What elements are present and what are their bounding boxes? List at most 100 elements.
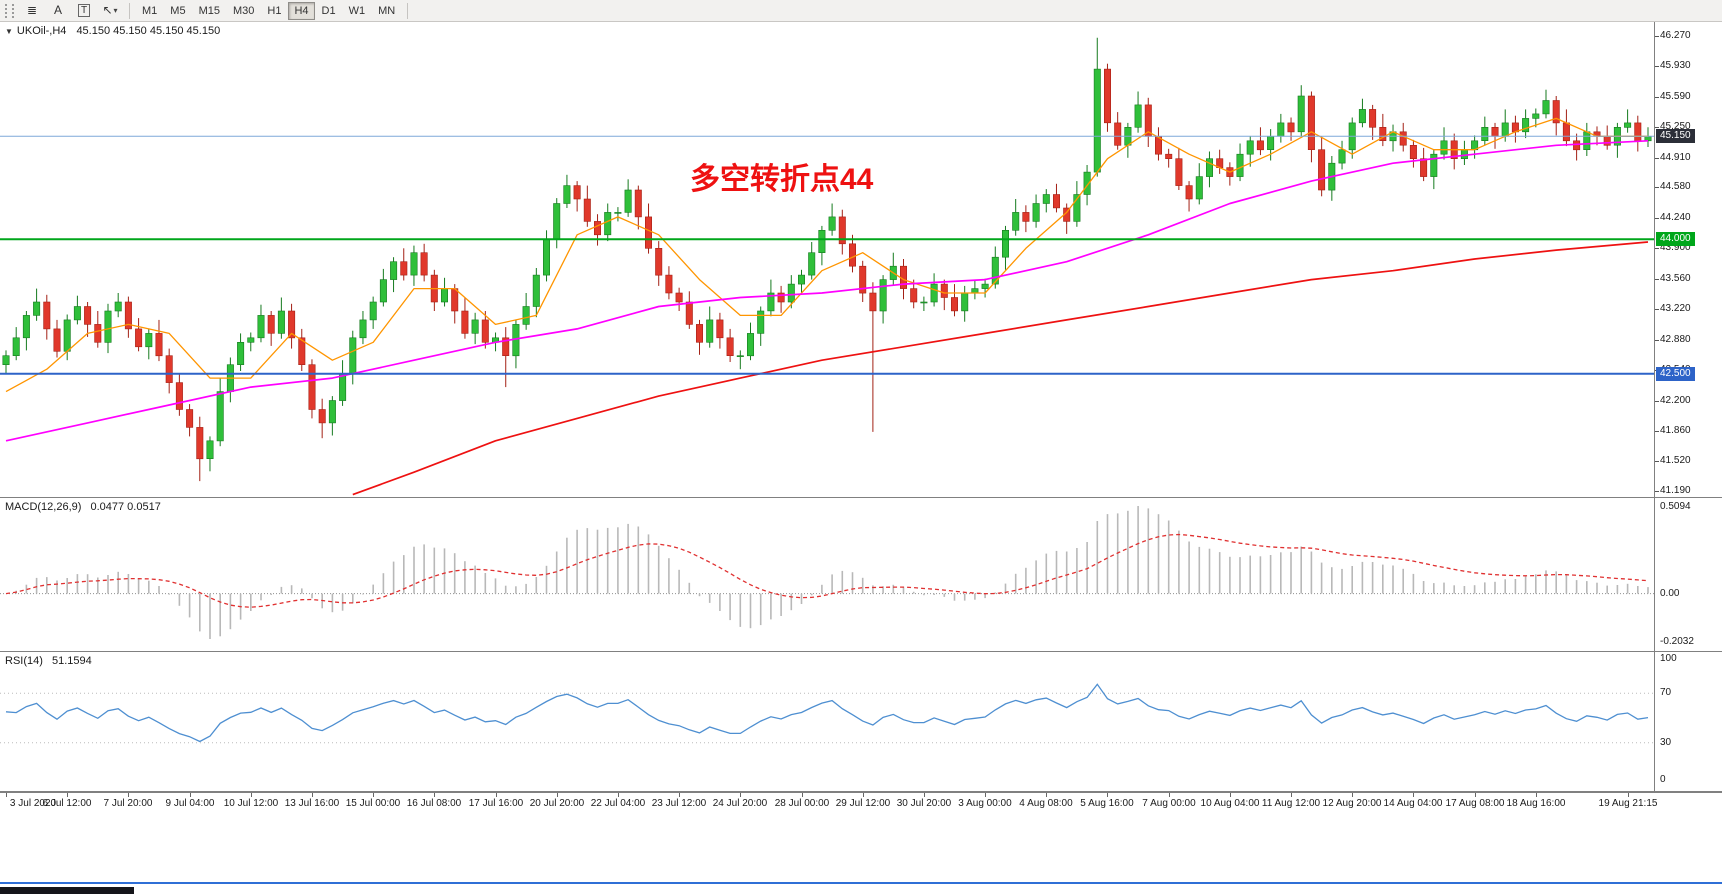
timeframes-group: M1 M5 M15 M30 H1 H4 D1 W1 MN xyxy=(136,1,401,20)
time-axis-label: 9 Jul 04:00 xyxy=(165,798,215,809)
time-axis-tick xyxy=(802,793,803,797)
macd-axis-label: 0.5094 xyxy=(1660,501,1691,512)
ohlc-values: 45.150 45.150 45.150 45.150 xyxy=(76,25,221,37)
chevron-down-icon: ▾ xyxy=(113,6,118,15)
time-axis-tick xyxy=(434,793,435,797)
price-axis-label: 45.590 xyxy=(1660,91,1691,102)
price-axis-tick xyxy=(1655,97,1659,98)
price-axis-label: 43.560 xyxy=(1660,273,1691,284)
price-axis-tick xyxy=(1655,461,1659,462)
time-axis-tick xyxy=(1475,793,1476,797)
moving-averages-layer xyxy=(5,117,1649,496)
price-axis-label: 44.580 xyxy=(1660,181,1691,192)
time-axis-label: 12 Aug 20:00 xyxy=(1322,798,1382,809)
rsi-line xyxy=(5,683,1649,743)
time-axis-label: 18 Aug 16:00 xyxy=(1506,798,1566,809)
text-label-icon[interactable]: T xyxy=(71,1,97,21)
macd-label: MACD(12,26,9) 0.0477 0.0517 xyxy=(5,501,161,513)
rsi-value: 51.1594 xyxy=(51,655,92,667)
symbol-dropdown-icon[interactable]: ▼ xyxy=(5,26,13,36)
price-axis-tick xyxy=(1655,340,1659,341)
rsi-axis-label: 0 xyxy=(1660,774,1666,785)
time-axis-tick xyxy=(1352,793,1353,797)
time-axis-label: 17 Aug 08:00 xyxy=(1445,798,1505,809)
time-axis-tick xyxy=(618,793,619,797)
ma-fast xyxy=(5,117,1648,393)
price-tag: 42.500 xyxy=(1656,367,1695,381)
symbol-label[interactable]: ▼ UKOil-,H4 45.150 45.150 45.150 45.150 xyxy=(5,25,220,37)
price-axis-tick xyxy=(1655,248,1659,249)
rsi-axis-label: 30 xyxy=(1660,737,1672,748)
window-edge-line xyxy=(0,882,1722,884)
time-axis-label: 23 Jul 12:00 xyxy=(651,798,707,809)
price-axis-label: 43.900 xyxy=(1660,242,1691,253)
time-axis-label: 15 Jul 00:00 xyxy=(345,798,401,809)
time-axis-tick xyxy=(251,793,252,797)
main-chart-panel: ▼ UKOil-,H4 45.150 45.150 45.150 45.150 … xyxy=(0,22,1722,498)
horizontal-lines-layer xyxy=(0,135,1654,375)
price-axis[interactable]: 46.270 45.930 45.590 45.250 44.910 44.580 44.2… xyxy=(1654,22,1722,497)
time-axis-tick xyxy=(679,793,680,797)
time-axis-tick xyxy=(985,793,986,797)
price-axis-tick xyxy=(1655,309,1659,310)
candlestick-plot[interactable] xyxy=(0,22,1654,497)
time-axis[interactable]: 3 Jul 2020 6 Jul 12:00 7 Jul 20:00 9 Jul 04… xyxy=(0,792,1722,814)
candles-layer xyxy=(2,37,1652,482)
time-axis-tick xyxy=(1107,793,1108,797)
cursor-tool-icon[interactable]: ↖ ▾ xyxy=(102,3,118,17)
time-axis-tick xyxy=(1291,793,1292,797)
time-axis-tick xyxy=(740,793,741,797)
time-axis-label: 19 Aug 21:15 xyxy=(1598,798,1658,809)
timeframe-button-H1[interactable]: H1 xyxy=(267,4,282,17)
price-axis-tick xyxy=(1655,279,1659,280)
time-axis-label: 6 Jul 12:00 xyxy=(42,798,92,809)
tools-group: ≣ A T ↖ ▾ xyxy=(19,1,123,21)
price-axis-label: 44.240 xyxy=(1660,212,1691,223)
toolbar-separator xyxy=(129,2,130,19)
text-annotation-icon[interactable]: A xyxy=(53,3,62,17)
toolbar-separator xyxy=(407,2,409,19)
price-axis-tick xyxy=(1655,431,1659,432)
timeframe-button-M15[interactable]: M15 xyxy=(198,4,220,17)
time-axis-tick xyxy=(1169,793,1170,797)
price-axis-label: 41.860 xyxy=(1660,425,1691,436)
price-axis-tick xyxy=(1655,66,1659,67)
rsi-axis[interactable]: 100 70 30 0 xyxy=(1654,652,1722,791)
time-axis-tick xyxy=(1230,793,1231,797)
timeframe-button-M1[interactable]: M1 xyxy=(142,4,158,17)
timeframe-button-W1[interactable]: W1 xyxy=(348,4,366,17)
rsi-plot[interactable] xyxy=(0,652,1654,791)
time-axis-label: 10 Aug 04:00 xyxy=(1200,798,1260,809)
macd-axis[interactable]: 0.5094 0.00 -0.2032 xyxy=(1654,498,1722,651)
rsi-axis-label: 100 xyxy=(1660,653,1677,664)
time-axis-tick xyxy=(924,793,925,797)
chart-windows-icon[interactable]: ≣ xyxy=(26,3,38,17)
time-axis-tick xyxy=(1413,793,1414,797)
time-axis-tick xyxy=(496,793,497,797)
macd-axis-label: 0.00 xyxy=(1660,588,1680,599)
toolbar-grip[interactable] xyxy=(5,3,14,18)
time-axis-label: 16 Jul 08:00 xyxy=(406,798,462,809)
time-axis-label: 28 Jul 00:00 xyxy=(774,798,830,809)
price-axis-label: 41.520 xyxy=(1660,455,1691,466)
timeframe-button-M30[interactable]: M30 xyxy=(232,4,255,17)
timeframe-button-MN[interactable]: MN xyxy=(378,4,396,17)
timeframe-button-M5[interactable]: M5 xyxy=(170,4,186,17)
timeframe-button-D1[interactable]: D1 xyxy=(321,4,336,17)
price-axis-label: 43.220 xyxy=(1660,303,1691,314)
time-axis-label: 3 Aug 00:00 xyxy=(958,798,1012,809)
time-axis-tick xyxy=(128,793,129,797)
macd-axis-label: -0.2032 xyxy=(1660,636,1694,647)
time-axis-tick xyxy=(312,793,313,797)
price-axis-tick xyxy=(1655,187,1659,188)
macd-plot[interactable] xyxy=(0,498,1654,651)
price-axis-tick xyxy=(1655,401,1659,402)
price-axis-label: 42.200 xyxy=(1660,395,1691,406)
time-axis-label: 14 Aug 04:00 xyxy=(1383,798,1443,809)
macd-values: 0.0477 0.0517 xyxy=(90,501,161,513)
price-tag: 45.150 xyxy=(1656,129,1695,143)
time-axis-label: 11 Aug 12:00 xyxy=(1261,798,1321,809)
ma-mid xyxy=(5,139,1649,442)
timeframe-button-H4[interactable]: H4 xyxy=(288,1,315,20)
time-axis-tick xyxy=(373,793,374,797)
